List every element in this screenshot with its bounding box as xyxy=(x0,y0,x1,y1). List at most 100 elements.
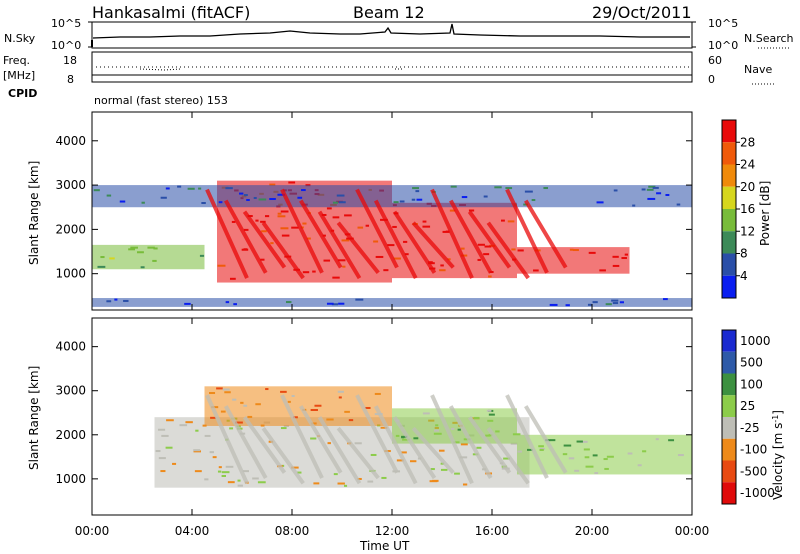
velocity-echo-cell xyxy=(603,458,608,461)
power-echo-cell xyxy=(177,185,182,188)
velocity-streak xyxy=(317,416,362,485)
power-echo-region xyxy=(92,185,692,208)
power-echo-cell xyxy=(246,199,250,202)
velocity-echo-cell xyxy=(155,450,161,453)
velocity-colorbar-label: Velocity [m s-1] xyxy=(771,410,785,500)
velocity-echo-cell xyxy=(314,404,322,407)
velocity-streak xyxy=(261,427,305,485)
power-echo-cell xyxy=(285,301,292,304)
power-streak xyxy=(336,221,380,275)
velocity-echo-cell xyxy=(218,466,222,469)
power-echo-cell xyxy=(647,197,656,200)
velocity-streak xyxy=(486,427,530,485)
power-echo-cell xyxy=(373,240,379,243)
power-echo-cell xyxy=(153,247,158,250)
power-echo-cell xyxy=(136,251,144,254)
power-echo-cell xyxy=(323,259,331,262)
power-colorbar-segment xyxy=(722,142,736,165)
power-echo-cell xyxy=(507,220,515,223)
power-colorbar-segment xyxy=(722,275,736,298)
power-echo-cell xyxy=(565,304,570,307)
velocity-echo-cell xyxy=(432,479,439,482)
velocity-echo-cell xyxy=(255,403,261,406)
velocity-echo-cell xyxy=(310,437,317,440)
power-echo-cell xyxy=(218,201,223,204)
power-echo-cell xyxy=(243,228,249,231)
cpid-text: normal (fast stereo) 153 xyxy=(94,94,228,107)
velocity-echo-cell xyxy=(370,453,377,456)
power-echo-cell xyxy=(422,225,431,228)
velocity-streak xyxy=(355,394,399,474)
velocity-echo-cell xyxy=(237,484,243,487)
velocity-echo-cell xyxy=(224,391,231,394)
velocity-echo-cell xyxy=(265,388,269,391)
power-echo-cell xyxy=(269,198,276,201)
power-echo-cell xyxy=(619,301,625,304)
velocity-streak xyxy=(505,394,549,479)
velocity-echo-cell xyxy=(291,466,299,469)
power-echo-cell xyxy=(128,248,136,251)
power-streak xyxy=(280,188,324,274)
power-echo-cell xyxy=(241,248,249,251)
noise-right-tick-label-top: 10^5 xyxy=(708,17,738,30)
power-echo-cell xyxy=(337,259,346,262)
power-echo-region xyxy=(92,298,692,307)
velocity-echo-cell xyxy=(240,401,244,404)
velocity-colorbar-segment xyxy=(722,395,736,417)
velocity-echo-cell xyxy=(434,429,440,432)
velocity-streak xyxy=(205,394,249,485)
power-echo-cell xyxy=(280,227,289,230)
velocity-streak xyxy=(392,416,437,480)
velocity-echo-cell xyxy=(242,470,249,473)
power-echo-cell xyxy=(501,219,505,222)
velocity-echo-cell xyxy=(287,400,291,403)
velocity-echo-cell xyxy=(310,408,318,411)
velocity-echo-cell xyxy=(204,478,209,481)
velocity-echo-cell xyxy=(194,470,202,473)
velocity-echo-cell xyxy=(222,388,230,391)
velocity-echo-cell xyxy=(216,387,223,390)
power-echo-cell xyxy=(662,298,668,301)
power-echo-cell xyxy=(100,256,105,259)
power-echo-cell xyxy=(225,301,230,304)
power-echo-cell xyxy=(392,225,397,228)
velocity-colorbar-tick-label: -100 xyxy=(740,443,767,457)
velocity-echo-cell xyxy=(280,427,287,430)
power-echo-cell xyxy=(109,257,115,260)
power-echo-cell xyxy=(326,207,332,210)
power-echo-cell xyxy=(461,196,468,199)
power-echo-cell xyxy=(517,249,524,252)
power-colorbar-tick-label: 4 xyxy=(740,269,748,283)
time-tick-label: 08:00 xyxy=(275,524,310,538)
noise-left-tick-label-bottom: 10^0 xyxy=(51,39,81,52)
power-echo-cell xyxy=(439,269,446,272)
power-echo-cell xyxy=(411,198,416,201)
velocity-colorbar-frame xyxy=(721,329,737,505)
power-echo-cell xyxy=(440,264,444,267)
velocity-echo-cell xyxy=(204,434,211,437)
velocity-echo-cell xyxy=(237,479,241,482)
power-streak xyxy=(392,210,437,274)
velocity-echo-cell xyxy=(486,409,492,412)
velocity-colorbar: 1000 500 100 25 -25 -100 -500 -1000 xyxy=(721,329,775,505)
velocity-colorbar-tick-label: -25 xyxy=(740,421,760,435)
power-echo-cell xyxy=(253,196,257,199)
velocity-echo-cell xyxy=(252,477,259,480)
velocity-colorbar-label-end: ] xyxy=(771,410,785,415)
velocity-streak xyxy=(336,426,380,480)
power-streak xyxy=(299,199,343,269)
power-echo-cell xyxy=(260,220,266,223)
power-echo-cell xyxy=(297,196,303,199)
power-colorbar-tick-label: 8 xyxy=(740,247,748,261)
velocity-echo-cell xyxy=(460,443,468,446)
velocity-echo-cell xyxy=(348,419,354,422)
power-echo-cell xyxy=(588,251,596,254)
power-echo-cell xyxy=(477,243,485,246)
power-colorbar-tick-label: 24 xyxy=(740,158,755,172)
noise-right-tick-label-bottom: 10^0 xyxy=(708,39,738,52)
power-y-tick-label: 2000 xyxy=(55,222,86,236)
velocity-echo-cell xyxy=(584,456,590,459)
velocity-colorbar-segment xyxy=(722,351,736,374)
power-echo-cell xyxy=(393,201,399,204)
freq-left-tick-bottom: 8 xyxy=(67,73,74,86)
